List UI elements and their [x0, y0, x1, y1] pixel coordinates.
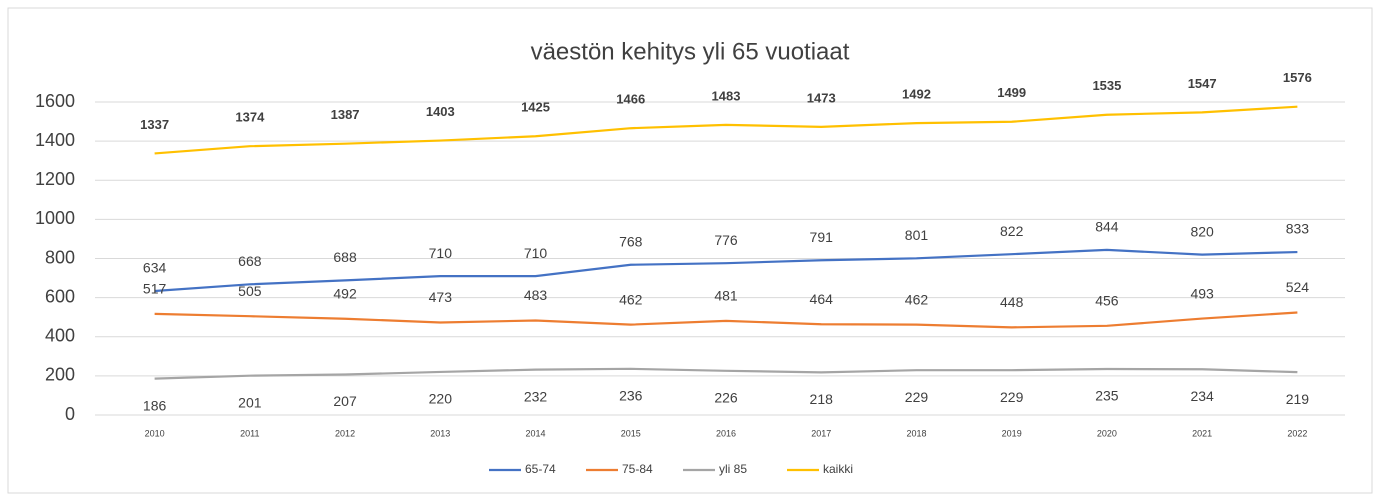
- x-tick-label: 2010: [145, 428, 165, 438]
- data-label: 493: [1190, 285, 1214, 301]
- data-label: 219: [1286, 391, 1310, 407]
- data-label: 207: [333, 393, 357, 409]
- y-tick-label: 600: [45, 286, 75, 306]
- data-label: 668: [238, 253, 262, 269]
- data-label: 1535: [1092, 78, 1121, 93]
- data-label: 235: [1095, 388, 1119, 404]
- x-tick-label: 2016: [716, 428, 736, 438]
- data-label: 481: [714, 288, 738, 304]
- data-label: 1466: [616, 92, 645, 107]
- data-label: 234: [1190, 388, 1214, 404]
- data-label: 768: [619, 233, 643, 249]
- series-line: [154, 248, 1298, 293]
- legend-label: yli 85: [719, 462, 747, 476]
- data-label: 229: [905, 389, 929, 405]
- data-label: 517: [143, 281, 167, 297]
- x-tick-label: 2019: [1002, 428, 1022, 438]
- data-label: 220: [429, 391, 453, 407]
- x-tick-label: 2013: [430, 428, 450, 438]
- data-label: 448: [1000, 294, 1024, 310]
- data-label: 492: [333, 285, 357, 301]
- data-label: 226: [714, 389, 738, 405]
- data-label: 1374: [235, 110, 265, 125]
- data-label: 688: [333, 249, 357, 265]
- x-tick-label: 2015: [621, 428, 641, 438]
- y-tick-label: 0: [65, 404, 75, 424]
- data-label: 1473: [807, 90, 836, 105]
- data-label: 456: [1095, 292, 1119, 308]
- data-label: 1483: [712, 88, 741, 103]
- data-label: 801: [905, 227, 929, 243]
- data-label: 820: [1190, 223, 1214, 239]
- data-label: 524: [1286, 279, 1310, 295]
- y-tick-label: 800: [45, 247, 75, 267]
- data-label: 483: [524, 287, 548, 303]
- x-tick-label: 2022: [1287, 428, 1307, 438]
- data-label: 473: [429, 289, 453, 305]
- chart-border: [7, 7, 1373, 494]
- data-label: 1337: [140, 117, 169, 132]
- series-line: [154, 367, 1298, 380]
- series-line: [154, 311, 1298, 329]
- data-label: 229: [1000, 389, 1024, 405]
- x-tick-label: 2011: [240, 428, 259, 438]
- data-label: 844: [1095, 219, 1119, 235]
- data-label: 464: [810, 291, 834, 307]
- x-tick-label: 2012: [335, 428, 355, 438]
- data-label: 1547: [1188, 76, 1217, 91]
- data-label: 776: [714, 232, 738, 248]
- y-tick-label: 1600: [35, 91, 75, 111]
- series-line: [154, 105, 1298, 155]
- data-label: 1576: [1283, 70, 1312, 85]
- legend-label: kaikki: [823, 462, 853, 476]
- data-label: 186: [143, 397, 167, 413]
- legend-label: 75-84: [622, 462, 653, 476]
- x-tick-label: 2018: [906, 428, 926, 438]
- y-tick-label: 1000: [35, 208, 75, 228]
- legend-label: 65-74: [525, 462, 556, 476]
- x-tick-label: 2021: [1192, 428, 1212, 438]
- x-tick-label: 2017: [811, 428, 831, 438]
- data-label: 505: [238, 283, 262, 299]
- data-label: 218: [810, 391, 834, 407]
- data-label: 833: [1286, 221, 1310, 237]
- data-label: 462: [619, 291, 643, 307]
- data-label: 1425: [521, 100, 550, 115]
- x-tick-label: 2020: [1097, 428, 1117, 438]
- data-label: 822: [1000, 223, 1024, 239]
- chart-title: väestön kehitys yli 65 vuotiaat: [531, 38, 850, 65]
- data-label: 1499: [997, 85, 1026, 100]
- data-label: 462: [905, 291, 929, 307]
- data-label: 710: [429, 245, 453, 261]
- data-label: 201: [238, 394, 262, 410]
- data-label: 1387: [331, 107, 360, 122]
- y-tick-label: 1200: [35, 169, 75, 189]
- y-tick-label: 200: [45, 365, 75, 385]
- data-label: 1403: [426, 104, 455, 119]
- y-tick-label: 400: [45, 326, 75, 346]
- data-label: 710: [524, 245, 548, 261]
- x-tick-label: 2014: [526, 428, 546, 438]
- y-tick-label: 1400: [35, 130, 75, 150]
- data-label: 236: [619, 388, 643, 404]
- data-label: 634: [143, 260, 167, 276]
- data-label: 791: [810, 229, 834, 245]
- data-label: 1492: [902, 87, 931, 102]
- data-label: 232: [524, 388, 548, 404]
